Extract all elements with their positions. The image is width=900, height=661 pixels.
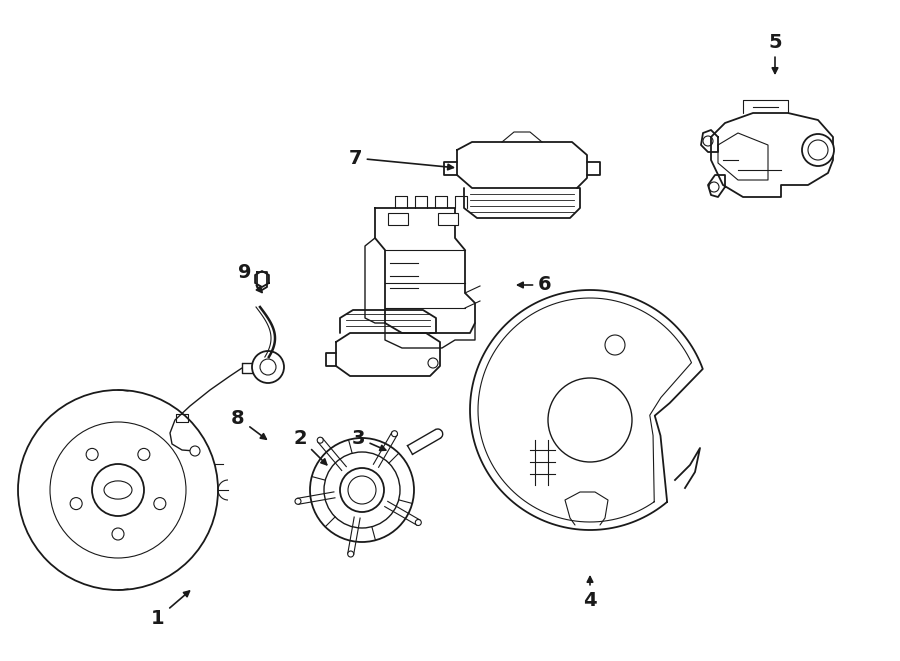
Text: 3: 3	[351, 428, 386, 450]
Polygon shape	[711, 113, 833, 197]
Bar	[388, 213, 408, 225]
Polygon shape	[242, 363, 258, 373]
Text: 2: 2	[293, 428, 327, 465]
Text: 9: 9	[238, 262, 262, 292]
Circle shape	[428, 358, 438, 368]
Circle shape	[340, 468, 384, 512]
Polygon shape	[255, 271, 269, 287]
Text: 6: 6	[518, 276, 552, 295]
Text: 8: 8	[231, 408, 266, 439]
Polygon shape	[701, 130, 718, 152]
Text: 7: 7	[348, 149, 454, 170]
Circle shape	[295, 498, 301, 504]
Polygon shape	[470, 290, 703, 530]
Circle shape	[347, 551, 354, 557]
Polygon shape	[708, 175, 725, 197]
Circle shape	[802, 134, 834, 166]
Circle shape	[548, 378, 632, 462]
Circle shape	[252, 351, 284, 383]
Circle shape	[415, 520, 421, 525]
Circle shape	[317, 437, 323, 444]
Polygon shape	[375, 208, 475, 333]
Circle shape	[392, 431, 398, 437]
Polygon shape	[257, 272, 267, 290]
Circle shape	[190, 446, 200, 456]
Circle shape	[310, 438, 414, 542]
Bar	[438, 213, 458, 225]
Polygon shape	[336, 333, 440, 376]
Polygon shape	[176, 414, 188, 422]
Circle shape	[605, 335, 625, 355]
Polygon shape	[457, 142, 587, 188]
Text: 5: 5	[769, 32, 782, 73]
Text: 1: 1	[151, 591, 190, 627]
Text: 4: 4	[583, 576, 597, 609]
